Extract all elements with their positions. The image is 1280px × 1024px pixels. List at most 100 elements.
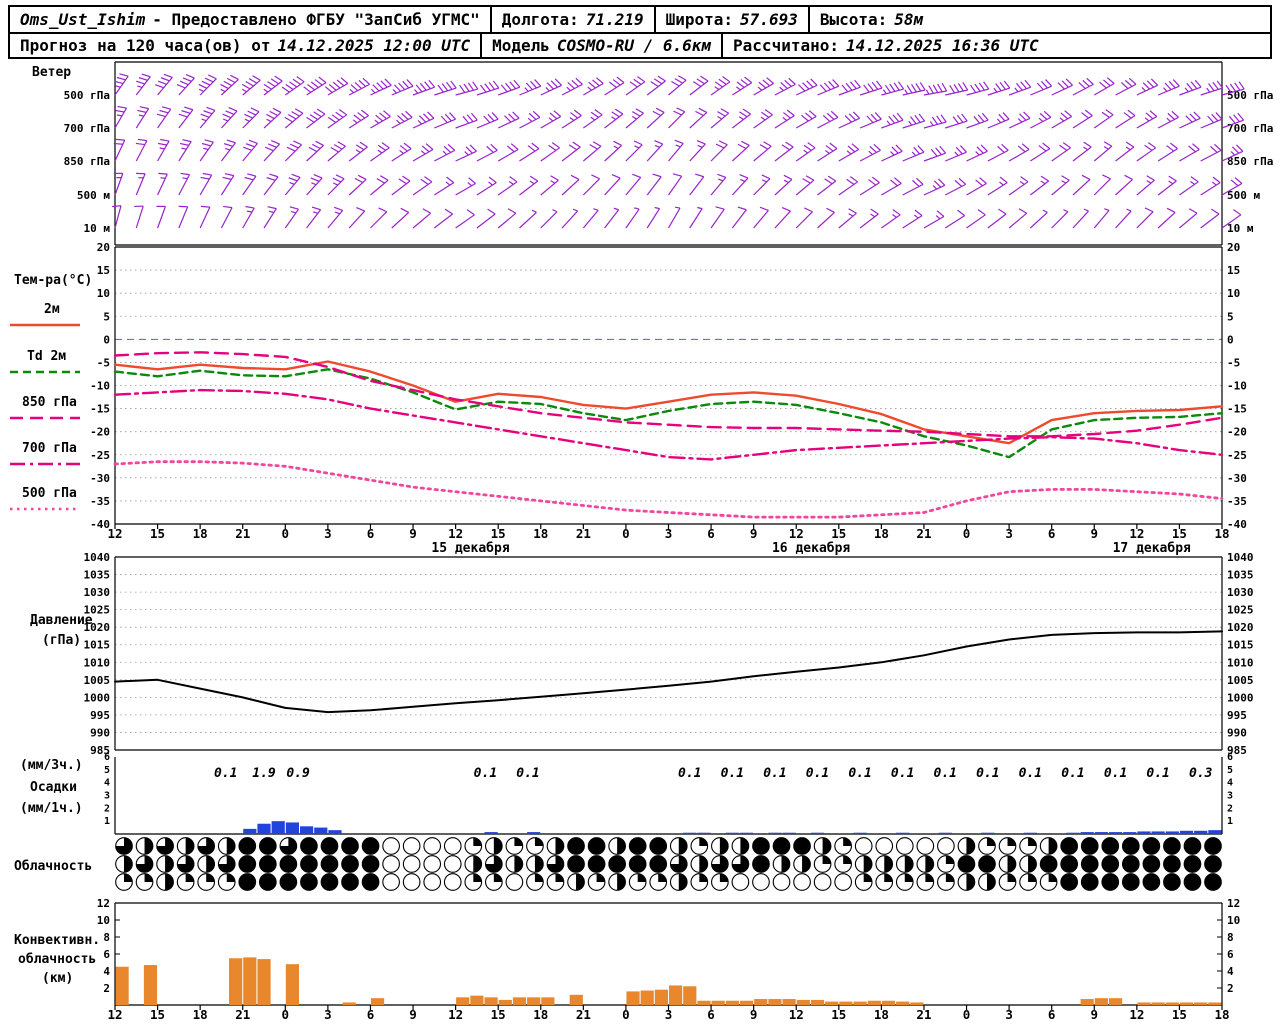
svg-line	[534, 79, 542, 87]
pressure-ytick-right: 1020	[1227, 621, 1254, 634]
svg-line	[310, 81, 319, 88]
svg-line	[866, 115, 874, 124]
svg-line	[689, 176, 705, 196]
precip-bar	[257, 823, 271, 834]
cloud-fill	[177, 855, 194, 873]
svg-line	[384, 78, 392, 86]
cloud-cover-symbol	[546, 837, 565, 855]
svg-line	[1106, 77, 1115, 84]
svg-line	[1086, 77, 1094, 85]
hour-label: 15	[831, 526, 846, 541]
svg-line	[819, 84, 827, 92]
svg-line	[1231, 146, 1240, 154]
svg-line	[736, 81, 745, 88]
svg-line	[583, 114, 603, 129]
precip-bar	[1179, 830, 1194, 834]
svg-line	[593, 208, 599, 211]
svg-line	[1065, 78, 1073, 86]
pressure-ytick-right: 1035	[1227, 569, 1254, 582]
svg-line	[198, 88, 204, 93]
svg-line	[987, 213, 1007, 229]
svg-line	[476, 213, 496, 229]
wind-barb	[668, 75, 687, 96]
svg-line	[519, 148, 540, 162]
svg-line	[634, 145, 640, 149]
cloud-cover-symbol	[854, 837, 873, 855]
cloud-cover-symbol	[1060, 855, 1079, 873]
svg-line	[604, 82, 625, 96]
cloud-cover-symbol	[649, 873, 668, 891]
cloud-fill	[534, 837, 544, 846]
svg-line	[824, 149, 830, 154]
cloud-fill	[485, 855, 503, 873]
wind-barb	[1008, 208, 1028, 229]
convective-cloud-bar	[626, 991, 640, 1005]
wind-barb	[561, 208, 579, 229]
svg-line	[1017, 145, 1026, 153]
svg-line	[540, 179, 559, 196]
svg-line	[714, 81, 723, 88]
svg-line	[696, 78, 705, 85]
svg-line	[1030, 116, 1052, 129]
wind-barb	[795, 207, 813, 229]
svg-line	[379, 175, 389, 181]
svg-line	[412, 117, 435, 129]
calculated-time: 14.12.2025 16:36 UTC	[846, 36, 1039, 55]
pressure-ytick-left: 995	[90, 709, 110, 722]
temp-ytick-right: -40	[1227, 518, 1247, 531]
svg-line	[795, 211, 813, 229]
cloud-cover-symbol	[895, 873, 914, 891]
wind-barb	[987, 80, 1011, 96]
svg-line	[710, 81, 731, 96]
wind-barb	[497, 208, 517, 229]
svg-line	[795, 147, 816, 162]
temp-ytick-right: 5	[1227, 310, 1234, 323]
svg-line	[1238, 81, 1245, 90]
svg-line	[918, 113, 926, 122]
svg-line	[612, 79, 621, 86]
convective-cloud-bar	[1179, 1002, 1194, 1005]
svg-line	[200, 113, 210, 118]
wind-barb	[1072, 109, 1093, 129]
svg-line	[710, 144, 728, 162]
svg-line	[897, 81, 905, 90]
svg-line	[509, 81, 517, 90]
wind-barb	[1030, 110, 1052, 129]
convective-cloud-bar	[867, 1000, 881, 1005]
svg-line	[135, 142, 145, 146]
wind-barb	[1029, 209, 1048, 229]
cloud-cover-symbol	[176, 873, 195, 891]
svg-line	[675, 144, 681, 148]
wind-barb	[731, 206, 747, 229]
hour-label: 12	[789, 526, 804, 541]
svg-line	[1234, 82, 1241, 91]
wind-barb	[135, 73, 151, 96]
cloud-fill	[165, 873, 174, 891]
svg-line	[266, 177, 276, 181]
cloud-circle	[443, 837, 462, 855]
wind-barb	[156, 106, 172, 129]
cloud-circle	[1183, 873, 1202, 891]
temp-ytick-right: -25	[1227, 449, 1247, 462]
cloud-cover-symbol	[258, 855, 277, 873]
svg-line	[637, 76, 646, 83]
wind-barb	[412, 79, 436, 96]
svg-line	[201, 80, 211, 86]
cloud-cover-symbol	[772, 855, 791, 873]
wind-barb	[923, 210, 945, 229]
cloud-cover-symbol	[937, 873, 955, 891]
cloud-circle	[1142, 855, 1161, 873]
svg-line	[732, 113, 751, 129]
svg-line	[828, 80, 836, 89]
cloud-circle	[772, 873, 791, 891]
wind-barb	[881, 209, 901, 229]
svg-line	[354, 177, 364, 184]
hour-label: 21	[916, 526, 931, 541]
svg-line	[548, 144, 557, 151]
svg-line	[913, 146, 921, 155]
wind-barb	[242, 205, 255, 229]
svg-line	[779, 86, 784, 92]
wind-barb	[668, 173, 683, 196]
svg-line	[697, 206, 703, 210]
svg-line	[1083, 146, 1088, 151]
